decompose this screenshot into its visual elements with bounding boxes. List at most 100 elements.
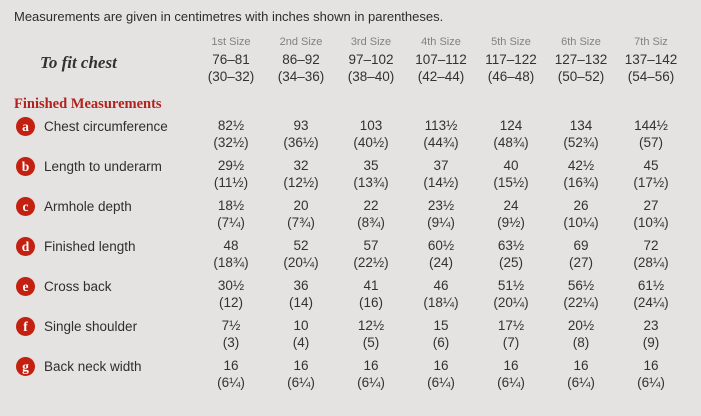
measurement-inch-value: (16) bbox=[358, 295, 383, 310]
measurement-inch-value: (18¾) bbox=[213, 255, 249, 270]
measurement-cm-value: 69 bbox=[573, 238, 589, 253]
measurement-row-label-cell: e Cross back bbox=[0, 277, 196, 317]
measurement-cm-value: 93 bbox=[293, 118, 309, 133]
measurement-value-cell: 16 (6¼) bbox=[196, 357, 266, 397]
to-fit-chest-cm-value: 137–142 bbox=[624, 52, 678, 67]
finished-measurements-heading: Finished Measurements bbox=[14, 96, 162, 112]
measurement-value-cell: 15 (6) bbox=[406, 317, 476, 357]
measurement-row: d Finished length 48 (18¾) 52 (20¼) 57 (22½) 60½… bbox=[0, 237, 701, 277]
measurement-inch-value: (6¼) bbox=[567, 375, 595, 390]
measurement-cm-value: 37 bbox=[433, 158, 449, 173]
measurement-row-label-cell: g Back neck width bbox=[0, 357, 196, 397]
measurement-cm-value: 24 bbox=[503, 198, 519, 213]
measurement-cm-value: 23½ bbox=[427, 198, 455, 213]
to-fit-chest-inch-value: (38–40) bbox=[347, 69, 395, 84]
measurement-inch-value: (17½) bbox=[633, 175, 669, 190]
measurement-value-cell: 57 (22½) bbox=[336, 237, 406, 277]
measurement-value-cell: 23 (9) bbox=[616, 317, 686, 357]
measurement-cm-value: 60½ bbox=[427, 238, 455, 253]
measurement-row-label-cell: a Chest circumference bbox=[0, 117, 196, 157]
measurement-inch-value: (14) bbox=[288, 295, 313, 310]
measurement-value-cell: 41 (16) bbox=[336, 277, 406, 317]
to-fit-chest-cm-value: 107–112 bbox=[415, 52, 467, 67]
measurement-value-cell: 27 (10¾) bbox=[616, 197, 686, 237]
measurement-inch-value: (9) bbox=[642, 335, 660, 350]
measurement-row-label: Cross back bbox=[44, 279, 112, 294]
measurement-cm-value: 57 bbox=[363, 238, 379, 253]
measurement-inch-value: (32½) bbox=[213, 135, 249, 150]
measurement-inch-value: (16¾) bbox=[563, 175, 599, 190]
measurement-note: Measurements are given in centimetres wi… bbox=[14, 9, 444, 24]
size-measurement-table: 1st Size 2nd Size 3rd Size 4th Size 5th Size… bbox=[0, 36, 701, 397]
to-fit-chest-value-cell: 107–112 (42–44) bbox=[406, 51, 476, 85]
measurement-value-cell: 26 (10¼) bbox=[546, 197, 616, 237]
measurement-row-label: Back neck width bbox=[44, 359, 142, 374]
to-fit-chest-value-cell: 127–132 (50–52) bbox=[546, 51, 616, 85]
measurement-cm-value: 103 bbox=[359, 118, 383, 133]
to-fit-chest-inch-value: (42–44) bbox=[417, 69, 465, 84]
measurement-inch-value: (6¼) bbox=[357, 375, 385, 390]
measurement-inch-value: (6¼) bbox=[497, 375, 525, 390]
measurement-cm-value: 29½ bbox=[217, 158, 245, 173]
measurement-value-cell: 16 (6¼) bbox=[266, 357, 336, 397]
measurement-inch-value: (11½) bbox=[213, 175, 249, 190]
measurement-inch-value: (6¼) bbox=[637, 375, 665, 390]
measurement-value-cell: 20½ (8) bbox=[546, 317, 616, 357]
measurement-inch-value: (36½) bbox=[283, 135, 319, 150]
measurement-inch-value: (4) bbox=[292, 335, 310, 350]
measurement-value-cell: 56½ (22¼) bbox=[546, 277, 616, 317]
measurement-cm-value: 144½ bbox=[634, 118, 668, 133]
measurement-row-label: Armhole depth bbox=[44, 199, 132, 214]
measurement-cm-value: 16 bbox=[643, 358, 659, 373]
letter-badge: f bbox=[16, 317, 35, 336]
measurement-cm-value: 16 bbox=[223, 358, 239, 373]
measurement-cm-value: 41 bbox=[363, 278, 379, 293]
measurement-cm-value: 63½ bbox=[497, 238, 525, 253]
measurement-value-cell: 51½ (20¼) bbox=[476, 277, 546, 317]
measurement-cm-value: 16 bbox=[293, 358, 309, 373]
measurement-inch-value: (24¼) bbox=[633, 295, 669, 310]
measurement-cm-value: 10 bbox=[293, 318, 309, 333]
measurement-value-cell: 17½ (7) bbox=[476, 317, 546, 357]
measurement-value-cell: 7½ (3) bbox=[196, 317, 266, 357]
size-column-header: 2nd Size bbox=[279, 36, 323, 48]
measurement-row: f Single shoulder 7½ (3) 10 (4) 12½ (5) 15 (6) 17½… bbox=[0, 317, 701, 357]
to-fit-chest-value-cell: 97–102 (38–40) bbox=[336, 51, 406, 85]
letter-badge: g bbox=[16, 357, 35, 376]
measurement-inch-value: (12½) bbox=[283, 175, 319, 190]
measurement-value-cell: 61½ (24¼) bbox=[616, 277, 686, 317]
measurement-cm-value: 52 bbox=[293, 238, 309, 253]
measurement-value-cell: 36 (14) bbox=[266, 277, 336, 317]
measurement-value-cell: 12½ (5) bbox=[336, 317, 406, 357]
measurement-value-cell: 29½ (11½) bbox=[196, 157, 266, 197]
measurement-value-cell: 22 (8¾) bbox=[336, 197, 406, 237]
measurement-cm-value: 42½ bbox=[567, 158, 595, 173]
measurement-inch-value: (3) bbox=[222, 335, 240, 350]
measurement-row-label-cell: f Single shoulder bbox=[0, 317, 196, 357]
measurement-cm-value: 23 bbox=[643, 318, 659, 333]
measurement-value-cell: 103 (40½) bbox=[336, 117, 406, 157]
measurement-cm-value: 72 bbox=[643, 238, 659, 253]
to-fit-chest-value-cell: 76–81 (30–32) bbox=[196, 51, 266, 85]
size-column-header: 5th Size bbox=[491, 36, 531, 48]
letter-badge: c bbox=[16, 197, 35, 216]
measurement-row-label-cell: d Finished length bbox=[0, 237, 196, 277]
measurement-inch-value: (8¾) bbox=[357, 215, 385, 230]
measurement-cm-value: 134 bbox=[569, 118, 593, 133]
measurement-value-cell: 72 (28¼) bbox=[616, 237, 686, 277]
measurement-inch-value: (20¼) bbox=[493, 295, 529, 310]
to-fit-chest-value-cell: 86–92 (34–36) bbox=[266, 51, 336, 85]
to-fit-chest-inch-value: (50–52) bbox=[557, 69, 605, 84]
measurement-inch-value: (14½) bbox=[423, 175, 459, 190]
measurement-value-cell: 18½ (7¼) bbox=[196, 197, 266, 237]
to-fit-chest-cm-value: 86–92 bbox=[282, 52, 320, 67]
measurement-cm-value: 12½ bbox=[357, 318, 385, 333]
measurement-value-cell: 16 (6¼) bbox=[546, 357, 616, 397]
measurement-value-cell: 144½ (57) bbox=[616, 117, 686, 157]
measurement-inch-value: (27) bbox=[568, 255, 593, 270]
measurement-row: g Back neck width 16 (6¼) 16 (6¼) 16 (6¼) 16 (6¼)… bbox=[0, 357, 701, 397]
measurement-cm-value: 16 bbox=[573, 358, 589, 373]
measurement-cm-value: 48 bbox=[223, 238, 239, 253]
measurement-cm-value: 16 bbox=[503, 358, 519, 373]
measurement-row-label: Single shoulder bbox=[44, 319, 138, 334]
